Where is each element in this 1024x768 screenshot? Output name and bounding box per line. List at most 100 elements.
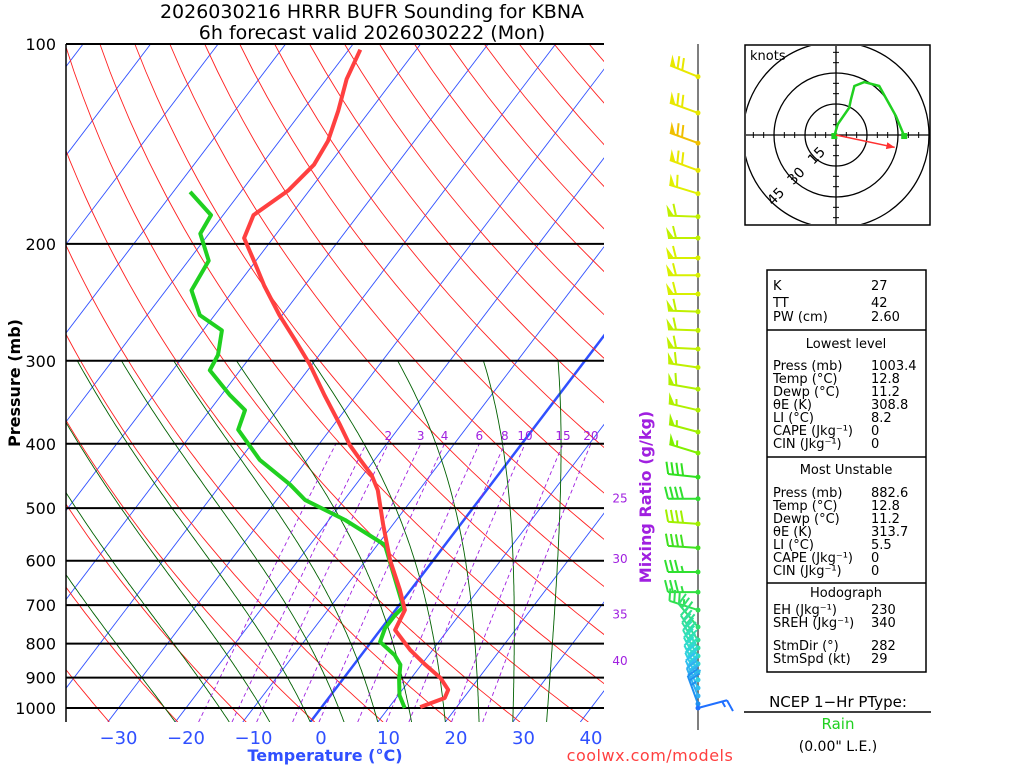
- wind-barb-pennant: [669, 173, 676, 187]
- temperature-tick-label: −30: [100, 728, 138, 749]
- wind-barb: [681, 612, 701, 651]
- wind-barb: [666, 281, 701, 297]
- hodograph-start-marker: [831, 133, 838, 140]
- wind-barb-pennant: [666, 227, 674, 239]
- wind-barb-flag: [676, 123, 680, 136]
- dry-adiabat-line: [66, 333, 384, 722]
- pressure-tick-label: 200: [25, 235, 56, 254]
- wind-barb-shaft: [667, 214, 699, 218]
- x-axis-label: Temperature (°C): [247, 746, 402, 765]
- wind-barb-base: [695, 327, 701, 333]
- mixing-ratio-label: 8: [501, 429, 509, 443]
- wind-barb-pennant: [667, 352, 675, 365]
- dewpoint-profile-line: [188, 190, 407, 709]
- wind-barb-flag: [674, 510, 680, 523]
- wind-barb-flag: [664, 559, 669, 573]
- right-scale-label: 30: [612, 552, 627, 566]
- wind-barb: [668, 372, 701, 392]
- wind-barb-pennant: [666, 283, 674, 295]
- temperature-profile-line: [242, 48, 451, 709]
- wind-barb-shaft: [668, 362, 699, 369]
- stat-label: Temp (°C): [772, 372, 838, 387]
- mixing-ratio-axis-label: Mixing Ratio (g/kg): [636, 411, 655, 583]
- moist-adiabat-line: [482, 360, 515, 722]
- right-scale-label: 25: [612, 492, 627, 506]
- wind-barb-flag: [684, 617, 695, 628]
- dry-adiabat-line: [344, 44, 604, 359]
- wind-barb: [664, 579, 701, 595]
- wind-barb-flag: [672, 225, 677, 239]
- wind-barb-base: [695, 309, 701, 315]
- wind-barb-pennant: [666, 336, 675, 348]
- stat-label: Temp (°C): [772, 499, 838, 514]
- pressure-tick-label: 100: [25, 35, 56, 54]
- mixing-ratio-label: 4: [441, 429, 449, 443]
- wind-barb-base: [695, 450, 701, 456]
- temperature-tick-label: 0: [315, 728, 326, 749]
- wind-barb-flag: [672, 203, 677, 217]
- wind-barb-pennant: [666, 204, 675, 216]
- wind-barb-flag: [672, 335, 678, 349]
- wind-barb-base: [695, 235, 701, 241]
- wind-barb-shaft: [668, 423, 699, 433]
- wind-barb-base: [695, 474, 701, 480]
- wind-barb-base: [695, 693, 701, 699]
- mixing-ratio-line: [256, 443, 389, 722]
- wind-barb-flag: [665, 461, 670, 475]
- mixing-ratio-label: 20: [583, 429, 598, 443]
- wind-barb-base: [695, 214, 701, 220]
- moist-adiabat-line: [66, 421, 271, 722]
- hodograph-trace: [833, 80, 906, 137]
- wind-barb-base: [695, 496, 701, 502]
- wind-barb-base: [695, 140, 701, 146]
- stat-value: 0: [871, 551, 879, 566]
- wind-barb: [664, 559, 701, 575]
- wind-barb: [669, 91, 701, 116]
- wind-barb-pennant: [666, 318, 675, 330]
- dry-adiabat-line: [66, 668, 110, 722]
- wind-barb-pennant: [669, 121, 676, 135]
- credit-link[interactable]: coolwx.com/models: [567, 746, 734, 765]
- wind-barb-flag: [676, 56, 681, 69]
- wind-barb-flag: [684, 625, 696, 636]
- isotherm-line: [444, 512, 604, 722]
- wind-barb-base: [695, 255, 701, 261]
- wind-barb-flag: [668, 588, 672, 601]
- wind-barb: [669, 173, 701, 197]
- temperature-tick-label: 10: [377, 728, 400, 749]
- stat-value: 12.8: [871, 499, 900, 514]
- wind-barb-flag: [685, 632, 697, 643]
- wind-barb-base: [695, 407, 701, 413]
- wind-barb-base: [695, 346, 701, 352]
- stat-label: CAPE (Jkg⁻¹): [773, 424, 853, 439]
- wind-barb-flag: [676, 92, 680, 106]
- stat-label: StmSpd (kt): [773, 652, 851, 667]
- wind-barb: [686, 667, 701, 707]
- dry-adiabat-line: [66, 503, 247, 722]
- stat-value: 230: [871, 603, 896, 618]
- wind-barb-flag: [679, 510, 685, 523]
- stat-label: K: [773, 279, 782, 294]
- moist-adiabat-line: [66, 574, 176, 722]
- isotherm-line: [107, 68, 604, 722]
- wind-barb-flag: [674, 486, 679, 499]
- dry-adiabat-line: [274, 44, 604, 449]
- wind-barb-flag: [677, 593, 687, 605]
- wind-barb-flag: [680, 605, 690, 617]
- hodograph-end-marker: [901, 133, 908, 140]
- wind-barb: [668, 392, 701, 413]
- pressure-tick-label: 1000: [15, 699, 56, 718]
- wind-barb: [667, 351, 701, 370]
- wind-barb: [666, 225, 701, 241]
- wind-barb: [666, 245, 701, 261]
- wind-barb-flag: [681, 597, 691, 609]
- wind-barb-base: [695, 701, 701, 707]
- mixing-ratio-label: 3: [417, 429, 425, 443]
- wind-barb-flag: [664, 579, 669, 593]
- wind-barb-shaft: [669, 101, 699, 114]
- stats-section-heading: Most Unstable: [800, 463, 893, 478]
- stats-section-heading: Hodograph: [810, 586, 882, 601]
- wind-barb-pennant: [669, 149, 676, 163]
- isotherm-line: [309, 333, 604, 722]
